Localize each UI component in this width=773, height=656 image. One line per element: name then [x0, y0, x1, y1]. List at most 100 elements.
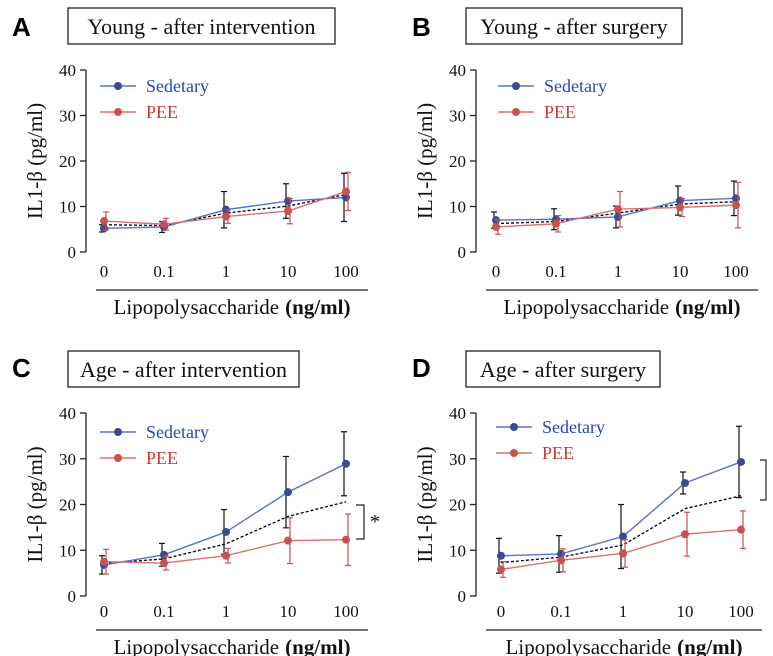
y-axis-label: IL1-β (pg/ml): [23, 446, 47, 562]
y-tick-label: 0: [458, 243, 467, 262]
series-1: PEE: [100, 102, 351, 231]
legend-marker: [114, 454, 122, 462]
y-tick-label: 30: [59, 450, 76, 469]
data-point: [737, 525, 745, 534]
series-0: Sedetary: [491, 76, 740, 231]
y-tick-label: 20: [59, 152, 76, 171]
x-tick-label: 1: [222, 602, 231, 621]
chart-title: Young - after surgery: [480, 14, 667, 39]
series-1: PEE: [496, 443, 746, 578]
significance-bracket: [760, 459, 767, 501]
y-tick-label: 10: [449, 198, 466, 217]
x-axis-label-name: Lipopolysaccharide: [506, 635, 672, 656]
x-tick-label: 0.1: [153, 262, 174, 281]
y-tick-label: 40: [59, 404, 76, 423]
chart-title: Young - after intervention: [87, 14, 315, 39]
series-1: PEE: [492, 102, 741, 235]
data-point: [342, 459, 350, 468]
x-tick-label: 10: [280, 262, 297, 281]
legend-label: PEE: [544, 102, 576, 122]
data-point: [284, 536, 292, 545]
x-tick-label: 100: [333, 262, 359, 281]
title-box: [465, 350, 661, 388]
x-tick-label: 1: [619, 602, 628, 621]
legend-marker: [512, 82, 520, 90]
panel-letter: C: [12, 353, 31, 383]
y-tick-label: 40: [449, 61, 466, 80]
y-tick-label: 30: [449, 107, 466, 126]
legend-marker: [114, 428, 122, 436]
data-point: [676, 203, 684, 212]
legend-label: Sedetary: [544, 76, 607, 96]
x-tick-label: 0: [497, 602, 506, 621]
data-point: [100, 217, 108, 226]
x-tick-label: 100: [728, 602, 754, 621]
legend-marker: [512, 108, 520, 116]
y-axis-label: IL1-β (pg/ml): [23, 103, 47, 219]
panel-letter: B: [412, 12, 431, 42]
panel-c: C Age - after intervention010203040IL1-β …: [12, 350, 380, 656]
panel-letter: A: [12, 12, 31, 42]
x-tick-label: 100: [723, 262, 749, 281]
y-tick-label: 30: [59, 107, 76, 126]
x-axis-label-unit: (ng/ml): [677, 635, 742, 656]
data-point: [552, 219, 560, 228]
data-point: [160, 220, 168, 229]
legend-marker: [510, 423, 518, 431]
data-point: [284, 488, 292, 497]
title-box: [67, 350, 300, 388]
legend-marker: [114, 82, 122, 90]
y-tick-label: 40: [59, 61, 76, 80]
y-tick-label: 20: [59, 496, 76, 515]
y-tick-label: 10: [59, 198, 76, 217]
legend-label: Sedetary: [542, 417, 605, 437]
x-tick-label: 1: [222, 262, 231, 281]
x-axis-label-name: Lipopolysaccharide: [114, 635, 280, 656]
y-tick-label: 30: [449, 450, 466, 469]
legend-label: PEE: [146, 448, 178, 468]
x-tick-label: 10: [677, 602, 694, 621]
y-tick-label: 20: [449, 496, 466, 515]
data-point: [342, 187, 350, 196]
legend-label: PEE: [146, 102, 178, 122]
legend-marker: [510, 449, 518, 457]
data-point: [222, 527, 230, 536]
data-point: [681, 478, 689, 487]
data-point: [619, 532, 627, 541]
x-axis-label-name: Lipopolysaccharide: [114, 295, 280, 319]
title-box: [465, 7, 683, 45]
data-point: [732, 201, 740, 210]
data-point: [342, 535, 350, 544]
y-tick-label: 0: [458, 587, 467, 606]
data-point: [614, 205, 622, 214]
series-0: Sedetary: [99, 76, 350, 234]
legend-marker: [114, 108, 122, 116]
data-point: [619, 549, 627, 558]
y-tick-label: 0: [68, 587, 77, 606]
y-tick-label: 10: [449, 541, 466, 560]
x-tick-label: 0.1: [545, 262, 566, 281]
data-point: [557, 556, 565, 565]
y-tick-label: 40: [449, 404, 466, 423]
x-axis-label: Lipopolysaccharide (ng/ml): [506, 635, 743, 656]
x-tick-label: 0.1: [550, 602, 571, 621]
significance-star: *: [370, 511, 380, 533]
series-0: Sedetary: [496, 417, 745, 574]
series-line: [103, 463, 347, 566]
trend-line: [103, 193, 347, 227]
data-point: [100, 557, 108, 566]
x-tick-label: 0.1: [153, 602, 174, 621]
x-axis-label: Lipopolysaccharide (ng/ml): [504, 295, 741, 319]
x-axis-label: Lipopolysaccharide (ng/ml): [114, 295, 351, 319]
x-axis-label-name: Lipopolysaccharide: [504, 295, 670, 319]
y-axis-label: IL1-β (pg/ml): [413, 446, 437, 562]
legend-label: Sedetary: [146, 76, 209, 96]
trend-line: [500, 495, 742, 564]
data-point: [100, 224, 108, 233]
data-point: [492, 222, 500, 231]
panel-letter: D: [412, 353, 431, 383]
x-tick-label: 0: [100, 602, 109, 621]
